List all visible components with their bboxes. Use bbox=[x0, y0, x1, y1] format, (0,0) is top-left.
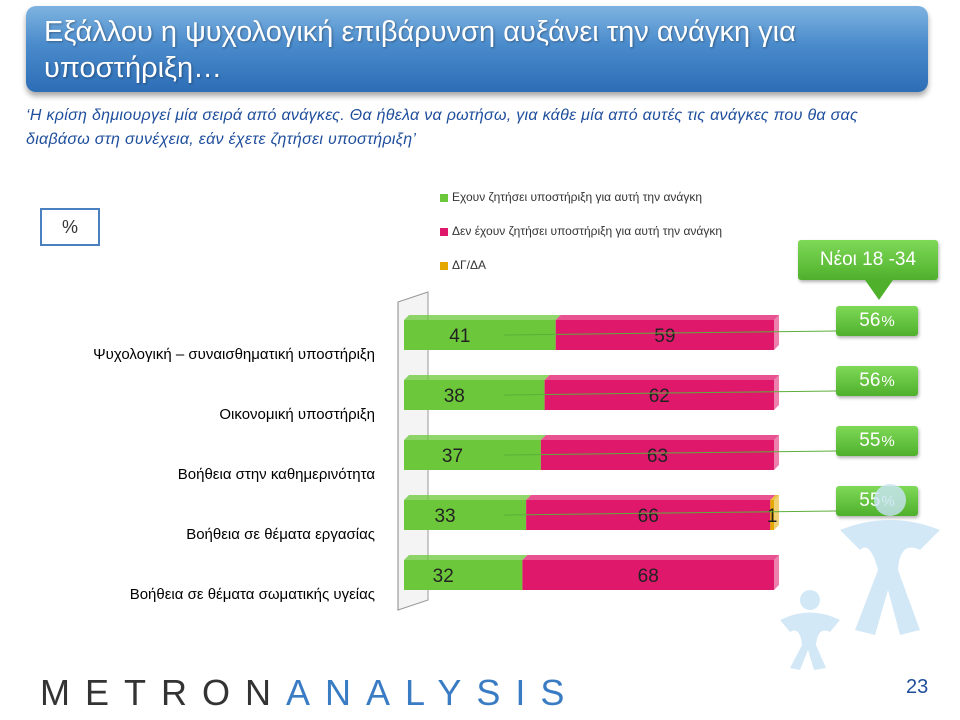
stacked-bar-chart: 41 59 38 62 37 63 33 66 1 32 68 56% Ψυχολογική – συ… bbox=[0, 290, 960, 630]
question-subtitle: ‘Η κρίση δημιουργεί μία σειρά από ανάγκε… bbox=[26, 107, 859, 148]
youth-value-percent: % bbox=[881, 312, 895, 330]
legend-swatch-pink bbox=[440, 228, 448, 236]
legend-item-dk: ΔΓ/ΔΑ bbox=[440, 258, 787, 273]
page-number: 23 bbox=[906, 676, 929, 698]
value-label-1-1: 62 bbox=[649, 386, 670, 407]
value-label-0-2: 37 bbox=[442, 446, 463, 467]
youth-value-percent: % bbox=[881, 372, 895, 390]
value-label-1-3: 66 bbox=[638, 506, 659, 527]
title-banner: Εξάλλου η ψυχολογική επιβάρυνση αυξάνει … bbox=[26, 6, 928, 92]
youth-badge: Νέοι 18 -34 bbox=[798, 240, 938, 280]
value-label-0-3: 33 bbox=[434, 506, 455, 527]
bar-segment-2-3 bbox=[770, 500, 774, 530]
value-label-1-0: 59 bbox=[654, 326, 675, 347]
value-label-0-4: 32 bbox=[433, 566, 454, 587]
value-label-2-3: 1 bbox=[767, 506, 778, 527]
bar-segment-1-4 bbox=[522, 560, 774, 590]
youth-value-1: 56% bbox=[836, 366, 918, 396]
bar-top-1-1 bbox=[544, 375, 779, 380]
bar-segment-1-2 bbox=[540, 440, 774, 470]
slide-title: Εξάλλου η ψυχολογική επιβάρυνση αυξάνει … bbox=[44, 16, 796, 84]
legend-swatch-gold bbox=[440, 262, 448, 270]
youth-value-number: 55 bbox=[859, 430, 881, 451]
youth-value-2: 55% bbox=[836, 426, 918, 456]
category-label-2: Βοήθεια στην καθημερινότητα bbox=[177, 466, 375, 483]
category-label-4: Βοήθεια σε θέματα σωματικής υγείας bbox=[129, 586, 375, 603]
bar-top-0-3 bbox=[404, 495, 532, 500]
youth-value-number: 56 bbox=[859, 370, 881, 391]
bar-segment-1-0 bbox=[555, 320, 774, 350]
bar-segment-1-3 bbox=[526, 500, 771, 530]
bar-top-1-4 bbox=[522, 555, 779, 560]
youth-value-number: 56 bbox=[859, 310, 881, 331]
bar-side-0 bbox=[774, 315, 779, 350]
category-label-0: Ψυχολογική – συναισθηματική υποστήριξη bbox=[93, 346, 375, 363]
bar-top-0-2 bbox=[404, 435, 546, 440]
bar-top-0-0 bbox=[404, 315, 561, 320]
bar-segment-1-1 bbox=[544, 380, 774, 410]
connector-line-0 bbox=[503, 330, 837, 336]
bar-side-2 bbox=[774, 435, 779, 470]
bar-top-1-2 bbox=[540, 435, 779, 440]
unit-box: % bbox=[40, 208, 100, 246]
value-label-0-0: 41 bbox=[449, 326, 470, 347]
bar-top-1-0 bbox=[555, 315, 779, 320]
bar-top-2-3 bbox=[770, 495, 779, 500]
legend-item-not-asked: Δεν έχουν ζητήσει υποστήριξη για αυτή τη… bbox=[440, 224, 787, 239]
metron-analysis-logo: METRONANALYSIS bbox=[40, 672, 579, 714]
logo-metron: METRON bbox=[40, 672, 286, 713]
legend-label-asked: Εχουν ζητήσει υποστήριξη για αυτή την αν… bbox=[452, 190, 702, 204]
category-label-3: Βοήθεια σε θέματα εργασίας bbox=[186, 526, 375, 543]
bar-side-4 bbox=[774, 555, 779, 590]
arrow-down-icon bbox=[865, 280, 893, 300]
connector-line-2 bbox=[503, 450, 837, 456]
bar-top-0-4 bbox=[404, 555, 528, 560]
category-label-1: Οικονομική υποστήριξη bbox=[219, 406, 375, 423]
value-label-1-4: 68 bbox=[638, 566, 659, 587]
legend-label-dk: ΔΓ/ΔΑ bbox=[452, 258, 486, 272]
legend-swatch-green bbox=[440, 194, 448, 202]
value-label-1-2: 63 bbox=[647, 446, 668, 467]
bar-top-0-1 bbox=[404, 375, 550, 380]
bar-segment-0-4 bbox=[404, 560, 523, 590]
chart-svg: 41 59 38 62 37 63 33 66 1 32 68 bbox=[397, 291, 837, 611]
legend-label-not-asked: Δεν έχουν ζητήσει υποστήριξη για αυτή τη… bbox=[452, 224, 723, 238]
youth-value-percent: % bbox=[881, 432, 895, 450]
connector-line-3 bbox=[503, 510, 837, 516]
legend-item-asked: Εχουν ζητήσει υποστήριξη για αυτή την αν… bbox=[440, 190, 787, 205]
bar-side-1 bbox=[774, 375, 779, 410]
people-figures-decoration bbox=[780, 484, 940, 670]
bar-top-1-3 bbox=[526, 495, 776, 500]
connector-line-1 bbox=[503, 390, 837, 396]
youth-value-0: 56% bbox=[836, 306, 918, 336]
logo-analysis: ANALYSIS bbox=[286, 672, 580, 713]
value-label-0-1: 38 bbox=[444, 386, 465, 407]
bar-side-3 bbox=[774, 495, 779, 530]
